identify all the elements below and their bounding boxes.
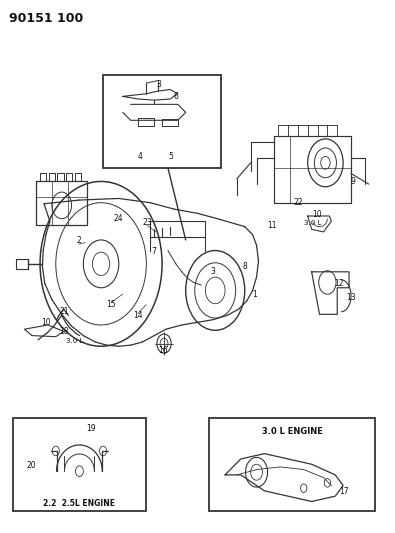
Text: 16: 16 bbox=[158, 346, 167, 355]
Text: 8: 8 bbox=[243, 262, 247, 271]
Text: 2.2  2.5L ENGINE: 2.2 2.5L ENGINE bbox=[43, 499, 115, 508]
Text: 18: 18 bbox=[59, 327, 68, 336]
Text: 24: 24 bbox=[113, 214, 123, 223]
Text: 3: 3 bbox=[211, 268, 216, 276]
Bar bbox=[13, 418, 146, 511]
Text: 3.0 L ENGINE: 3.0 L ENGINE bbox=[261, 426, 322, 435]
Text: 7: 7 bbox=[151, 247, 156, 256]
Text: 21: 21 bbox=[60, 307, 69, 316]
Text: 2: 2 bbox=[76, 237, 81, 246]
Bar bbox=[209, 418, 374, 511]
Text: 11: 11 bbox=[267, 221, 277, 230]
Bar bbox=[103, 75, 221, 168]
Text: 4: 4 bbox=[138, 152, 143, 161]
Text: 23: 23 bbox=[142, 219, 152, 228]
Text: 3: 3 bbox=[156, 80, 161, 89]
Text: 1: 1 bbox=[252, 289, 257, 298]
Text: 10: 10 bbox=[312, 210, 322, 219]
Text: 3.0 L: 3.0 L bbox=[304, 220, 321, 226]
Text: 3.0 L: 3.0 L bbox=[66, 338, 83, 344]
Text: 14: 14 bbox=[133, 311, 143, 320]
Text: 19: 19 bbox=[87, 424, 96, 433]
Text: 12: 12 bbox=[335, 279, 344, 288]
Text: 9: 9 bbox=[350, 177, 356, 186]
Text: 20: 20 bbox=[26, 462, 36, 470]
Text: 90151 100: 90151 100 bbox=[9, 12, 83, 26]
Text: 15: 15 bbox=[106, 300, 116, 309]
Text: 13: 13 bbox=[346, 293, 356, 302]
Text: 6: 6 bbox=[174, 92, 179, 101]
Text: 17: 17 bbox=[339, 487, 349, 496]
Text: 10: 10 bbox=[41, 318, 51, 327]
Text: 5: 5 bbox=[168, 152, 173, 161]
Text: 22: 22 bbox=[294, 198, 303, 207]
